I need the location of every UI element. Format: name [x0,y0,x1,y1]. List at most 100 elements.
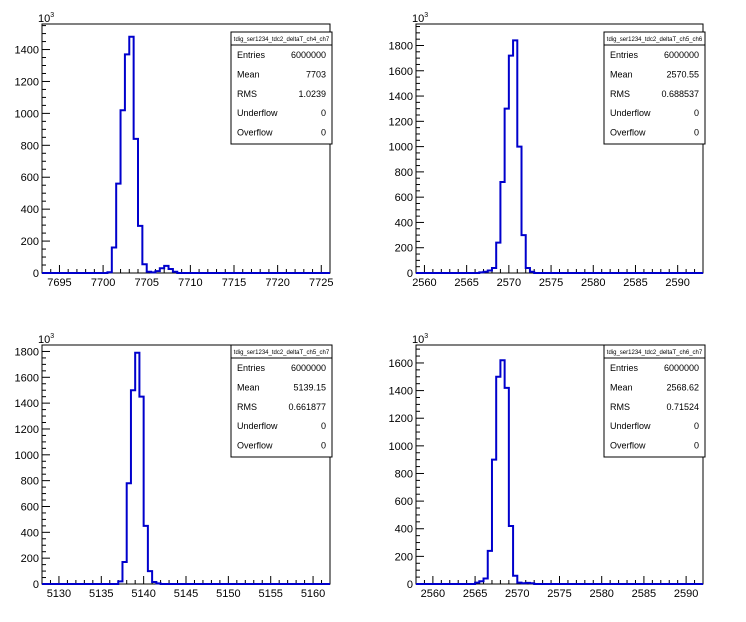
y-tick-label: 200 [21,236,39,248]
stats-label-overflow: Overflow [610,441,646,451]
y-tick-label: 800 [395,468,413,480]
x-tick-label: 2580 [589,588,613,600]
x-tick-label: 5140 [131,588,155,600]
x-tick-label: 2565 [454,277,478,289]
x-tick-label: 7695 [47,277,71,289]
histogram-bin [116,184,120,273]
x-tick-label: 2570 [497,277,521,289]
histogram-bin [122,562,126,584]
histogram-bin [496,377,500,584]
y-multiplier-label: 103 [38,12,54,25]
histogram-bin [500,182,504,273]
stats-label-entries: Entries [610,363,639,373]
y-tick-label: 1400 [15,398,39,410]
histogram-bin [509,526,513,584]
y-tick-label: 400 [395,217,413,229]
x-tick-label: 2585 [632,588,656,600]
y-tick-label: 800 [21,476,39,488]
x-tick-label: 7715 [222,277,246,289]
histogram-bin [484,578,488,584]
histogram-bin [142,264,146,273]
stats-label-rms: RMS [610,402,630,412]
stats-label-mean: Mean [610,69,633,79]
histogram-bin [505,388,509,584]
y-multiplier-label: 103 [412,333,428,346]
stats-label-underflow: Underflow [610,421,651,431]
y-tick-label: 1400 [15,45,39,57]
stats-label-overflow: Overflow [237,441,273,451]
stats-label-overflow: Overflow [237,128,273,138]
x-tick-label: 7705 [134,277,158,289]
y-tick-label: 600 [21,501,39,513]
y-tick-label: 400 [21,204,39,216]
histogram-bin [530,272,534,273]
x-tick-label: 2560 [421,588,445,600]
stats-value-mean: 7703 [306,69,326,79]
x-tick-label: 2575 [539,277,563,289]
stats-value-rms: 0.661877 [288,402,326,412]
y-tick-label: 0 [407,579,413,591]
histogram-bin [517,583,521,584]
histogram-bin [509,56,513,273]
stats-label-rms: RMS [237,89,257,99]
stats-value-underflow: 0 [321,421,326,431]
histogram-bin [479,581,483,584]
histogram-series-line [42,35,330,274]
stats-label-rms: RMS [237,402,257,412]
stats-box: tdig_ser1234_tdc2_deltaT_ch4_ch7 Entries 6… [230,31,333,145]
histogram-bin [496,243,500,273]
histogram-bin [134,139,138,273]
x-tick-label: 7700 [91,277,115,289]
y-tick-label: 1200 [389,116,413,128]
histogram-bin [118,581,122,584]
x-tick-label: 2580 [581,277,605,289]
histogram-bin [526,583,530,584]
histogram-bin [164,266,168,273]
histogram-series-line [416,39,703,274]
x-tick-label: 5130 [47,588,71,600]
stats-value-overflow: 0 [694,441,699,451]
stats-box-frame [603,31,706,145]
stats-value-entries: 6000000 [291,363,326,373]
y-tick-label: 1000 [389,142,413,154]
histogram-bin [169,269,173,273]
y-tick-label: 0 [33,579,39,591]
y-tick-label: 1800 [389,40,413,52]
y-tick-label: 1600 [389,66,413,78]
histogram-bin [526,268,530,273]
x-tick-label: 5150 [216,588,240,600]
y-tick-label: 400 [395,524,413,536]
y-tick-label: 0 [407,268,413,280]
stats-label-mean: Mean [237,382,260,392]
stats-value-mean: 2568.62 [666,382,699,392]
histogram-bin [500,360,504,584]
stats-box: tdig_ser1234_tdc2_deltaT_ch6_ch7 Entries 6… [603,344,706,458]
histogram-bin [147,272,151,273]
histogram-panel-1: 7695 7700 7705 7710 7715 7720 7725 0 200 400 600 80… [15,12,334,289]
x-tick-label: 7720 [265,277,289,289]
y-tick-label: 800 [21,140,39,152]
y-tick-label: 600 [21,172,39,184]
histogram-series-line [42,351,330,585]
stats-value-entries: 6000000 [291,50,326,60]
stats-value-overflow: 0 [321,128,326,138]
stats-value-underflow: 0 [694,421,699,431]
stats-label-underflow: Underflow [610,108,651,118]
x-tick-label: 2565 [463,588,487,600]
histogram-bin [475,583,479,584]
stats-value-entries: 6000000 [664,363,699,373]
histogram-bin [484,272,488,273]
histogram-bin [148,571,152,584]
histogram-series-line [416,359,703,585]
histogram-bin [107,272,111,273]
x-tick-label: 7710 [178,277,202,289]
y-tick-label: 0 [33,268,39,280]
y-tick-label: 200 [395,551,413,563]
x-tick-label: 2585 [623,277,647,289]
histogram-bin [513,576,517,584]
x-tick-label: 2560 [412,277,436,289]
histogram-bin [129,37,133,273]
y-tick-label: 600 [395,192,413,204]
histogram-bin [492,460,496,584]
histogram-bin [530,583,534,584]
